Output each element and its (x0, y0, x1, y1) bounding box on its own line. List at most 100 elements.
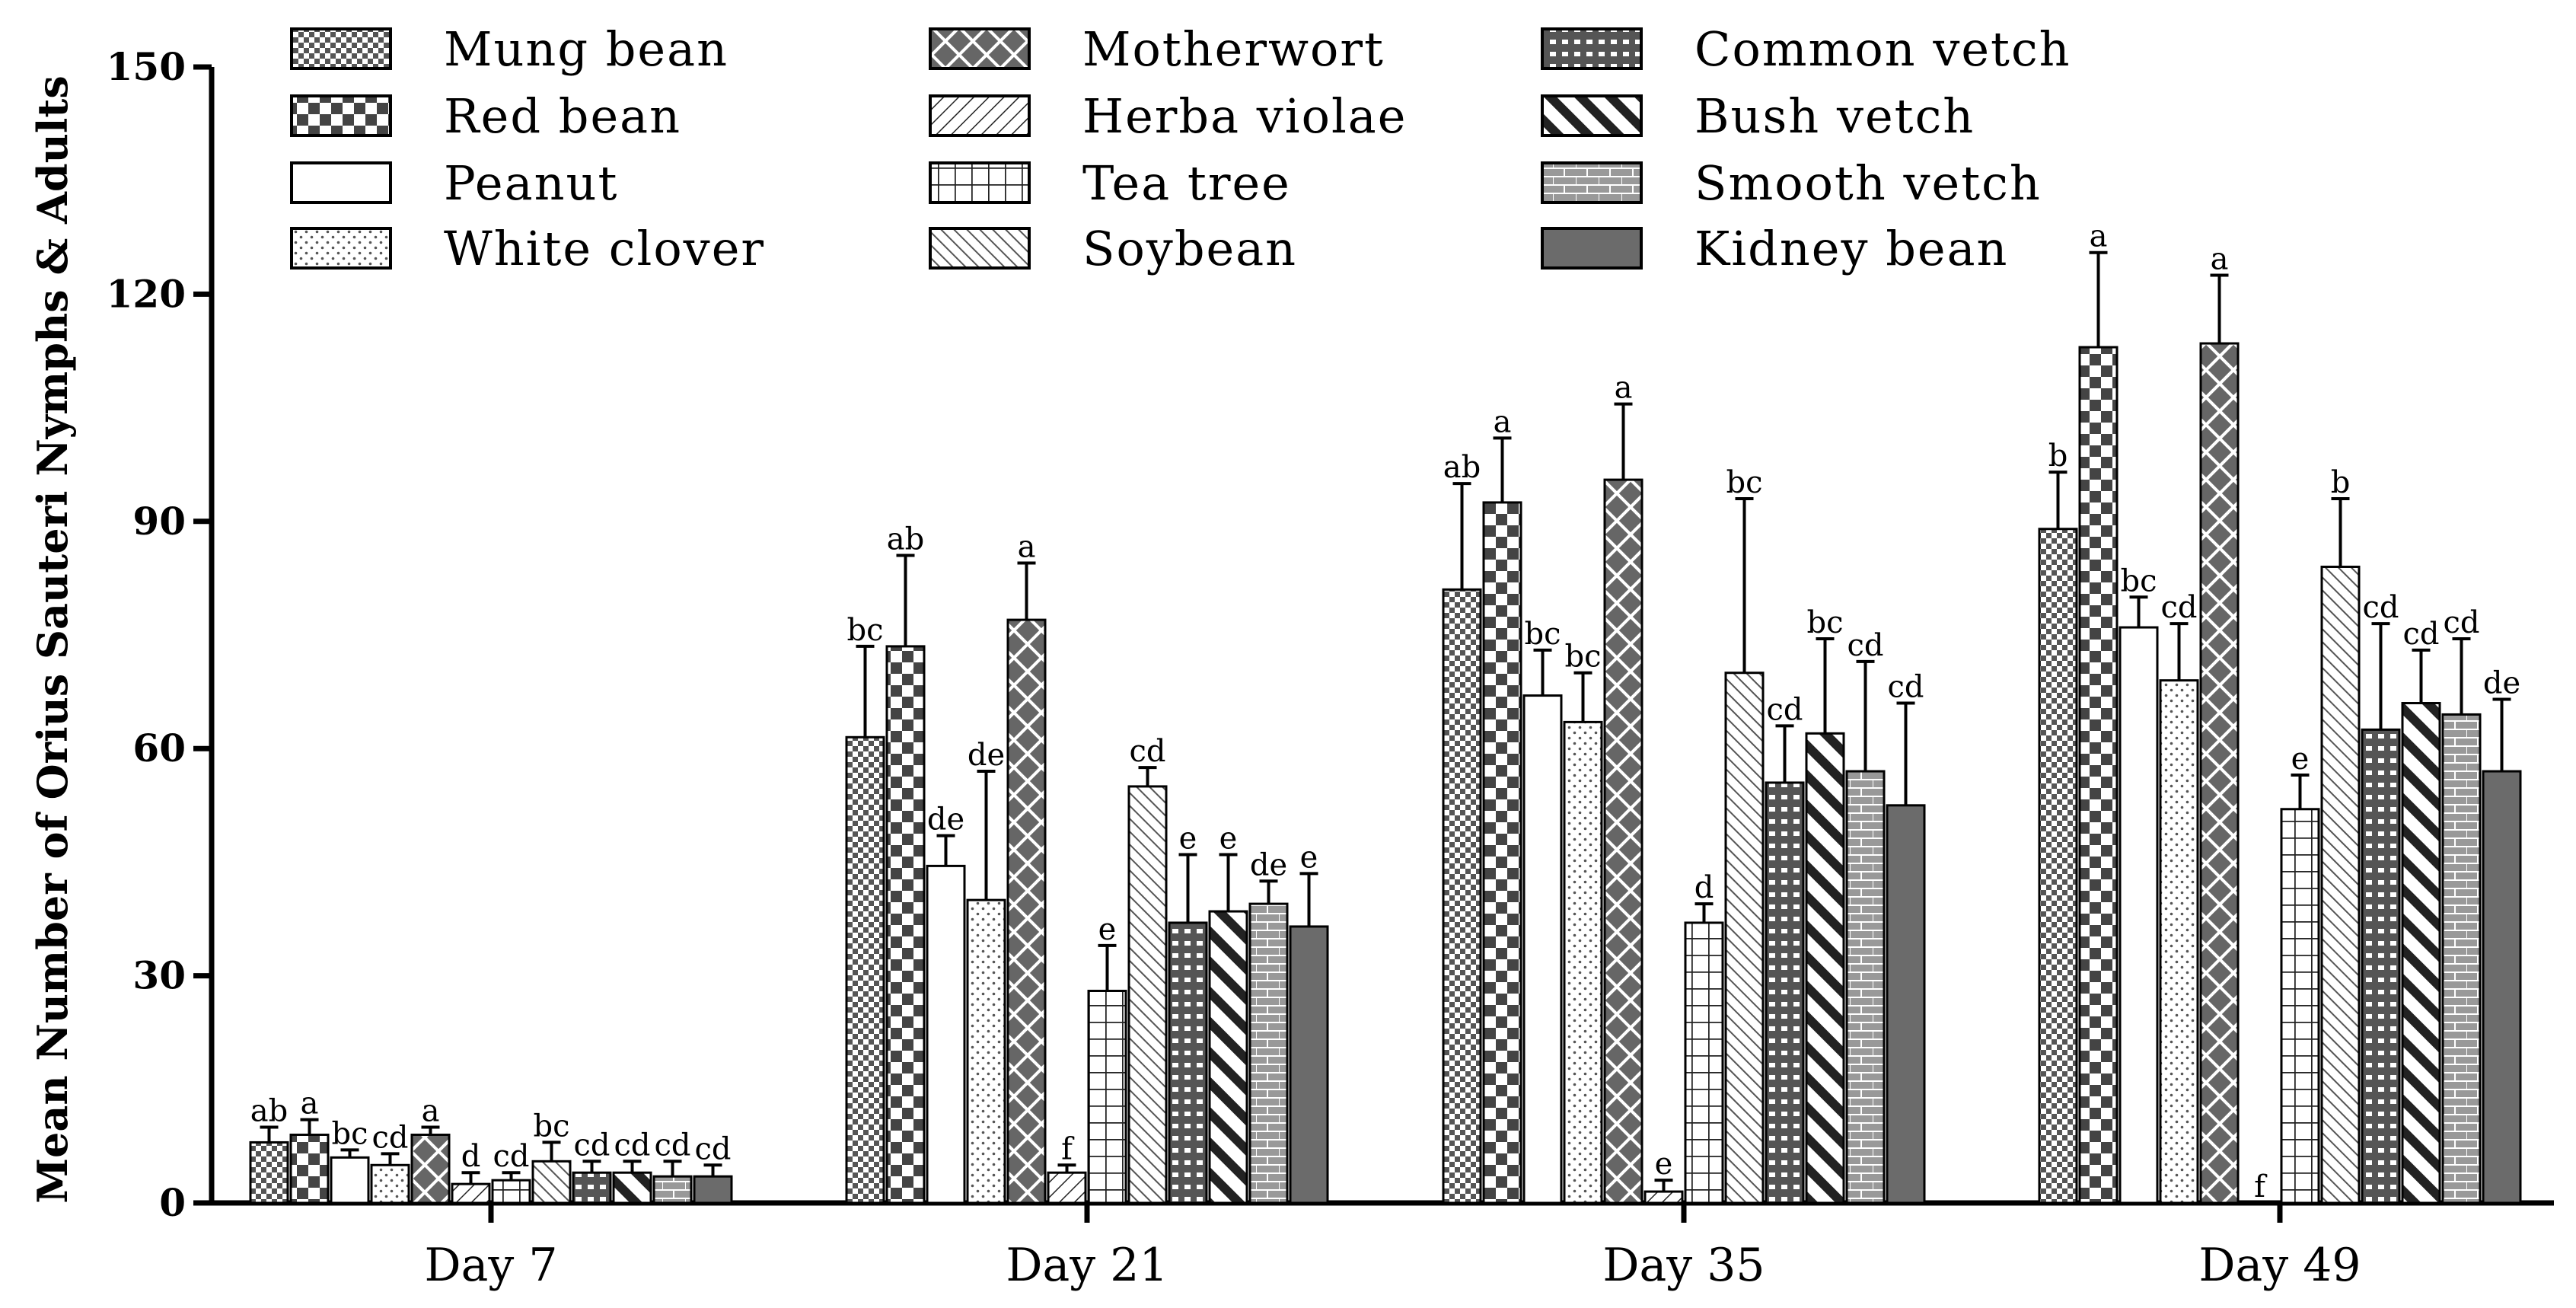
significance-label: cd (1847, 628, 1883, 663)
significance-label: e (1179, 821, 1197, 856)
significance-label: cd (694, 1131, 731, 1166)
significance-label: cd (2362, 590, 2399, 625)
bar (491, 1179, 531, 1204)
legend-swatch (290, 94, 392, 137)
legend-label: White clover (444, 221, 765, 276)
significance-label: cd (2160, 590, 2197, 625)
significance-label: bc (1564, 640, 1601, 675)
bar (1724, 672, 1765, 1204)
significance-label: bc (846, 613, 883, 648)
legend-swatch (929, 161, 1031, 204)
significance-label: a (1494, 404, 1512, 439)
legend-label: Mung bean (444, 21, 728, 77)
y-axis-title: Mean Number of Orius Sauteri Nymphs & Ad… (28, 75, 77, 1204)
significance-label: cd (1129, 734, 1165, 769)
significance-label: bc (2120, 563, 2157, 598)
significance-label: cd (493, 1139, 529, 1174)
significance-label: cd (573, 1128, 610, 1163)
legend-label: Red bean (444, 88, 681, 144)
bar (652, 1175, 693, 1204)
significance-label: de (2483, 666, 2520, 701)
significance-label: bc (1524, 617, 1561, 652)
significance-label: ab (250, 1094, 288, 1129)
bar (410, 1133, 451, 1204)
legend-swatch (929, 27, 1031, 70)
legend-label: Bush vetch (1694, 88, 1975, 144)
y-tick-label: 120 (107, 271, 186, 316)
bar (1603, 478, 1643, 1204)
bar (1643, 1190, 1684, 1204)
significance-label: cd (1887, 670, 1924, 705)
bar (2119, 626, 2159, 1204)
bar (1886, 804, 1926, 1204)
legend-swatch (1541, 27, 1643, 70)
significance-label: a (1615, 371, 1633, 406)
bar (2199, 342, 2240, 1204)
bar (2078, 346, 2119, 1204)
bar (1442, 588, 1482, 1204)
y-tick-label: 90 (132, 499, 186, 544)
bar (1006, 618, 1047, 1204)
x-tick-label: Day 21 (1006, 1239, 1168, 1292)
bar (2038, 528, 2078, 1204)
bar (572, 1171, 612, 1204)
bar (885, 645, 926, 1204)
bar (451, 1182, 491, 1204)
significance-label: bc (331, 1116, 368, 1151)
bar (845, 735, 885, 1204)
y-tick-label: 30 (132, 953, 186, 998)
bar (330, 1156, 370, 1204)
significance-label: b (2331, 465, 2351, 500)
bar (1522, 694, 1563, 1204)
significance-label: a (1018, 530, 1036, 565)
significance-label: bc (533, 1109, 569, 1144)
significance-label: cd (2402, 617, 2439, 652)
significance-label: d (461, 1139, 481, 1174)
legend-swatch (290, 227, 392, 270)
bar (612, 1171, 652, 1204)
legend-label: Tea tree (1082, 155, 1291, 211)
significance-label: a (2211, 242, 2229, 277)
bar (1289, 925, 1329, 1204)
significance-label: cd (371, 1120, 408, 1155)
bars (249, 250, 2522, 1204)
significance-label: e (1300, 840, 1318, 875)
legend-swatch (290, 161, 392, 204)
bar (1845, 770, 1886, 1204)
bar (2361, 728, 2401, 1204)
legend-swatch (290, 27, 392, 70)
significance-label: a (422, 1094, 440, 1129)
significance-label: de (968, 738, 1005, 773)
legend-swatch (1541, 94, 1643, 137)
significance-label: bc (1806, 605, 1843, 640)
significance-label: bc (1726, 465, 1762, 500)
bar (693, 1175, 733, 1204)
significance-label: f (1061, 1131, 1075, 1166)
x-tick-label: Day 49 (2198, 1239, 2361, 1292)
bar (926, 864, 966, 1204)
significance-label: ab (1443, 450, 1481, 485)
bar (2401, 702, 2441, 1204)
legend-swatch (1541, 227, 1643, 270)
bar (289, 1133, 330, 1204)
legend-label: Kidney bean (1694, 221, 2008, 276)
bar (1248, 902, 1289, 1204)
bar (1805, 732, 1845, 1204)
significance-label: cd (2443, 605, 2479, 640)
legend-swatch (1541, 161, 1643, 204)
legend: Mung bean Red bean Peanut White clover Mothe… (290, 21, 2070, 276)
significance-label: f (2254, 1169, 2268, 1204)
legend-label: Peanut (444, 155, 618, 211)
bar (1208, 910, 1248, 1204)
y-tick-label: 0 (159, 1180, 186, 1225)
bar (249, 1141, 289, 1204)
significance-label: e (2291, 742, 2310, 777)
significance-label: a (301, 1086, 319, 1121)
bar (1765, 781, 1805, 1204)
x-tick-label: Day 7 (424, 1239, 557, 1292)
bar (370, 1163, 410, 1204)
bar (2482, 770, 2522, 1204)
bar (531, 1160, 572, 1204)
